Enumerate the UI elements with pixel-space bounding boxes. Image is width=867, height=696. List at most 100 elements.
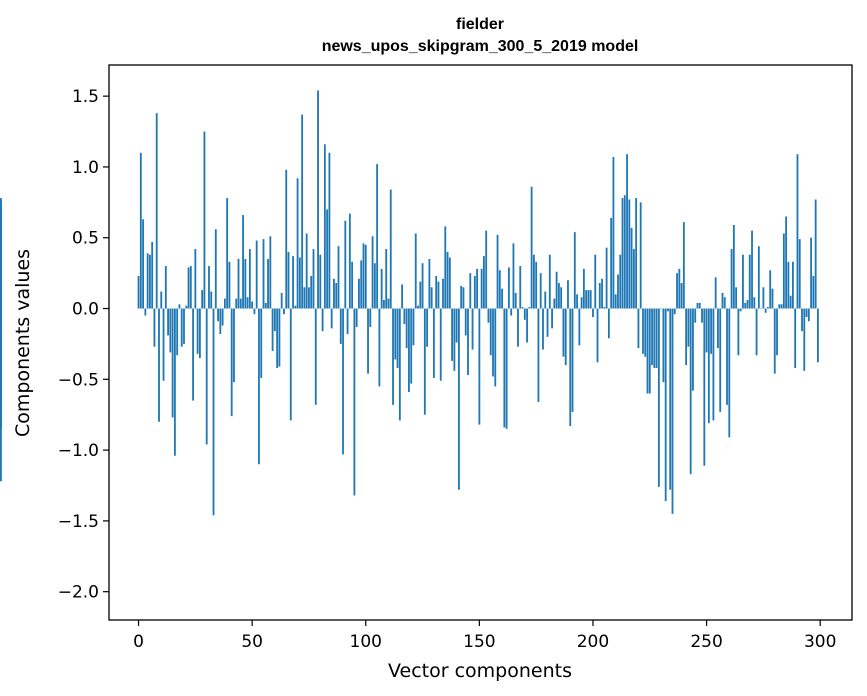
bar <box>144 308 147 316</box>
y-axis-ticks: 1.5 1.0 0.5 0.0 −0.5 −1.0 −1.5 −2.0 <box>58 87 109 603</box>
bar <box>701 308 703 323</box>
bar <box>185 305 188 309</box>
bar <box>467 308 469 376</box>
bar <box>446 251 449 309</box>
y-tick-label: 1.5 <box>72 87 99 107</box>
bar <box>510 308 513 316</box>
bar <box>696 302 699 309</box>
bar <box>398 308 401 421</box>
bar <box>578 308 581 346</box>
bar <box>176 308 179 356</box>
bar <box>730 249 733 309</box>
bar <box>726 308 728 405</box>
bar <box>464 308 467 336</box>
bar <box>480 268 483 309</box>
bar <box>739 308 742 312</box>
bar <box>551 308 553 329</box>
bar <box>544 291 547 309</box>
x-axis-label: Vector components <box>388 660 572 682</box>
bar <box>414 233 417 309</box>
bar <box>283 308 285 315</box>
y-tick-label: −2.0 <box>58 583 99 603</box>
bar <box>267 258 269 309</box>
bar <box>448 257 451 309</box>
bar <box>339 308 342 344</box>
bar <box>392 308 394 405</box>
bar <box>148 254 151 309</box>
bar <box>139 152 142 309</box>
bar <box>592 308 594 318</box>
bar <box>214 229 217 309</box>
bar <box>253 308 256 315</box>
bar <box>587 290 590 309</box>
bar <box>803 308 806 371</box>
bar <box>714 277 717 309</box>
bar <box>160 291 163 309</box>
bar <box>785 216 788 309</box>
bar <box>767 307 769 309</box>
bar <box>810 237 813 309</box>
bar <box>642 308 644 354</box>
bar <box>164 266 167 309</box>
bar <box>162 308 165 381</box>
bar <box>373 263 376 309</box>
bar <box>617 274 619 309</box>
bar <box>271 308 274 351</box>
bar <box>173 308 176 456</box>
bar <box>417 305 419 309</box>
bar <box>237 258 240 309</box>
bar <box>228 261 231 309</box>
bar <box>478 308 481 425</box>
bar <box>778 304 781 309</box>
bar <box>260 308 263 378</box>
bar <box>205 308 208 445</box>
bar <box>462 287 465 309</box>
bar <box>787 261 790 309</box>
bar <box>380 268 383 309</box>
bar <box>439 308 442 381</box>
bar <box>319 254 322 309</box>
bar <box>612 157 615 309</box>
bar <box>219 308 222 334</box>
bar <box>573 232 576 309</box>
bar <box>521 307 524 309</box>
bar <box>223 298 226 309</box>
bar <box>192 308 194 401</box>
bar <box>251 301 254 309</box>
bar <box>771 288 774 309</box>
chart-title: fielder <box>456 16 504 33</box>
bar <box>371 236 374 309</box>
bar <box>751 230 753 309</box>
bar <box>626 154 628 309</box>
bar <box>342 308 344 455</box>
bar <box>353 308 356 496</box>
bar <box>0 308 2 316</box>
bar <box>555 271 558 309</box>
x-axis-ticks: 0 50 100 150 200 250 300 <box>133 620 836 652</box>
bar <box>203 131 206 309</box>
bar <box>487 308 490 323</box>
bar <box>655 308 658 368</box>
bar <box>710 308 713 354</box>
bar <box>410 308 413 384</box>
bar <box>755 308 758 356</box>
bar <box>596 308 599 363</box>
bar <box>455 308 458 343</box>
bar <box>285 169 288 309</box>
bar <box>483 256 485 309</box>
bar <box>539 273 542 309</box>
bar <box>287 251 290 309</box>
bar <box>585 290 588 309</box>
y-tick-label: 1.0 <box>72 158 99 178</box>
bar <box>314 308 317 405</box>
bar <box>289 308 292 421</box>
bar <box>735 287 738 309</box>
bar <box>673 308 676 315</box>
bar <box>676 273 678 309</box>
bar <box>151 241 154 309</box>
bar <box>512 243 515 309</box>
y-tick-label: −1.5 <box>58 512 99 532</box>
bar <box>155 113 158 309</box>
bar <box>705 308 708 353</box>
bar <box>560 287 563 309</box>
